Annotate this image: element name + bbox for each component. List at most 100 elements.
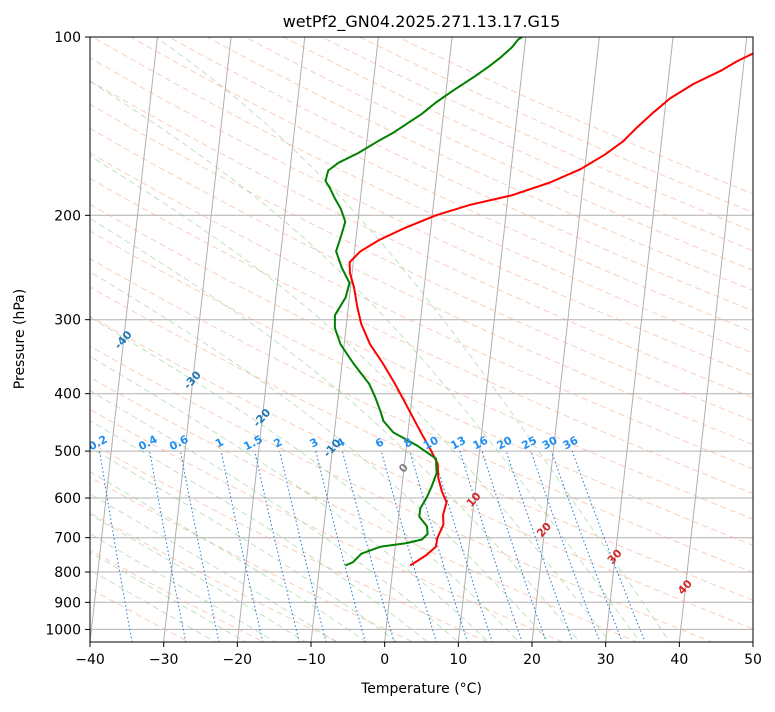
moist-adiabat-line [154,37,671,642]
dry-adiabat-line [90,177,753,495]
dry-adiabat-line [90,549,265,642]
dry-adiabat-line [90,152,753,470]
isotherm-label: 0 [396,461,411,476]
dry-adiabat-line [167,37,753,312]
mixing-ratio-label: 13 [448,434,468,453]
mixing-ratio-line [254,450,300,642]
isotherm-gridline [163,37,232,642]
x-tick-label: −40 [75,652,105,668]
dry-adiabat-line [206,37,753,291]
mixing-ratio-label: 16 [471,434,491,453]
mixing-ratio-label: 1.5 [241,433,264,454]
moist-adiabat-line [90,155,611,642]
mixing-ratio-label: 2 [272,435,285,450]
dry-adiabat-line [90,258,753,573]
dry-adiabat-line [90,587,190,642]
y-tick-label: 500 [54,444,81,460]
mixing-ratio-line [530,450,601,642]
mixing-ratio-line [409,450,469,642]
isotherm-gridline [384,37,453,642]
mixing-ratio-line [459,450,523,642]
mixing-ratio-line [99,451,133,642]
dry-adiabat-line [90,442,489,642]
plot-frame [89,36,754,643]
mixing-ratio-line [432,450,493,642]
isotherm-gridline [457,37,527,642]
dry-adiabat-line [90,203,753,520]
isotherm-label: -40 [112,328,135,352]
moist-adiabat-line [90,447,398,642]
mixing-ratio-line [149,451,187,642]
isotherm-gridline [90,37,158,642]
dry-adiabat-line [90,127,753,446]
moist-adiabat-line [90,420,429,642]
mixing-ratio-line [315,450,366,642]
moist-adiabat-line [90,355,490,642]
dry-adiabat-line [90,103,753,422]
x-axis-label: Temperature (°C) [360,681,482,697]
mixing-ratio-label: 6 [373,435,386,450]
mixing-ratio-label: 20 [495,434,515,453]
x-tick-label: −30 [149,652,179,668]
isotherm-gridline [531,37,600,642]
isotherm-label: 10 [464,489,484,509]
isotherm-label: -30 [181,368,204,392]
moist-adiabat-line [90,390,459,642]
dry-adiabat-line [244,37,753,271]
isotherm-gridline [236,37,306,642]
moist-adiabat-line [90,316,520,642]
dry-adiabat-line [320,37,753,232]
moist-adiabat-line [90,551,247,642]
x-tick-label: 40 [670,652,688,668]
dry-adiabat-line [90,408,564,642]
isotherm-label: -20 [250,406,273,430]
y-tick-label: 300 [54,313,81,329]
dry-adiabat-line [282,37,753,252]
moist-adiabat-line [90,217,581,642]
isotherm-label: 40 [675,577,695,597]
mixing-ratio-label: 25 [519,434,539,453]
dry-adiabat-line [90,476,415,642]
y-tick-label: 1000 [45,622,81,638]
mixing-ratio-label: 0.6 [167,433,191,454]
mixing-ratio-label: 30 [540,434,560,453]
isotherm-label: -50 [43,285,66,309]
dry-adiabat-line [90,315,753,630]
y-tick-label: 600 [54,491,81,507]
x-tick-label: 30 [597,652,615,668]
mixing-ratio-line [220,450,264,642]
isotherm-gridline [752,637,753,642]
dry-adiabat-line [90,512,340,642]
y-tick-label: 900 [54,595,81,611]
x-tick-label: 20 [523,652,541,668]
moist-adiabat-line [90,493,337,642]
y-tick-label: 100 [54,30,81,46]
mixing-ratio-line [571,450,646,642]
x-tick-label: −10 [296,652,326,668]
dry-adiabat-line [90,57,753,376]
mixing-ratio-line [180,451,220,642]
mixing-ratio-line [550,450,623,642]
mixing-ratio-label: 0.4 [136,433,160,454]
moist-adiabat-line [90,471,368,642]
y-tick-label: 400 [54,387,81,403]
isotherm-gridline [678,37,748,642]
dry-adiabat-line [129,37,753,333]
y-tick-label: 700 [54,531,81,547]
y-axis-label: Pressure (hPa) [12,289,28,389]
moist-adiabat-line [90,80,641,642]
moist-adiabat-line [90,271,551,642]
x-tick-label: −20 [223,652,253,668]
isotherm-label: 20 [534,520,554,540]
dry-adiabat-line [91,37,753,354]
dry-adiabat-line [90,230,753,546]
mixing-ratio-label: 36 [561,434,581,453]
y-tick-label: 800 [54,565,81,581]
moist-adiabat-line [90,533,277,642]
x-tick-label: 50 [744,652,762,668]
dry-adiabat-line [396,37,753,195]
x-tick-label: 0 [380,652,389,668]
mixing-ratio-line [380,450,437,642]
